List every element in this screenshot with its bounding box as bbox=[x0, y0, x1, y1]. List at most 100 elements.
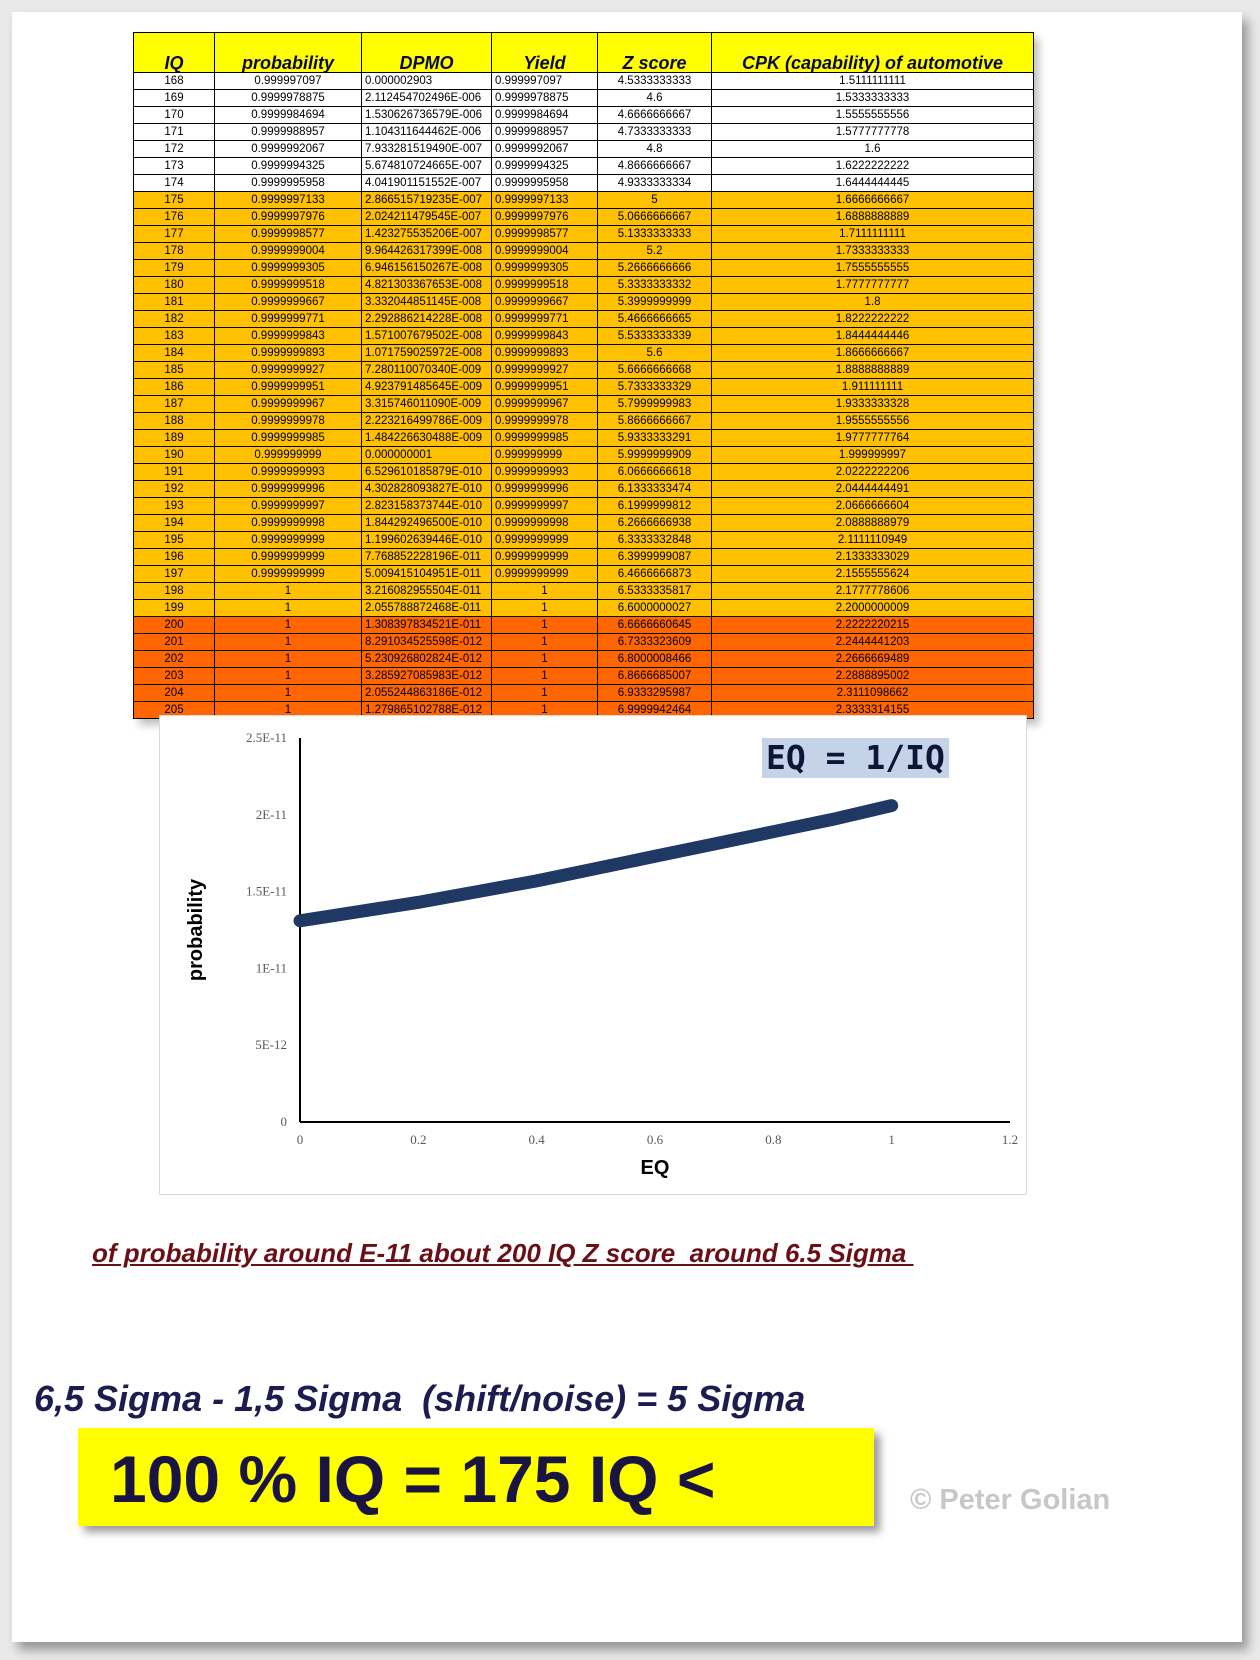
x-tick-label: 1.2 bbox=[1002, 1132, 1018, 1147]
cell-iq: 176 bbox=[133, 208, 215, 226]
cell-dpmo: 1.484226630488E-009 bbox=[361, 429, 492, 447]
cell-dpmo: 4.923791485645E-009 bbox=[361, 378, 492, 396]
cell-z-score: 5 bbox=[597, 191, 712, 209]
cell-dpmo: 7.280110070340E-009 bbox=[361, 361, 492, 379]
cell-cpk: 2.1777778606 bbox=[711, 582, 1034, 600]
cell-dpmo: 0.000000001 bbox=[361, 446, 492, 464]
table-row: 181 0.9999999667 3.332044851145E-008 0.9999… bbox=[133, 293, 1034, 311]
table-row: 200 1 1.308397834521E-011 1 6.6666660645 2.22… bbox=[133, 616, 1034, 634]
table-row: 204 1 2.055244863186E-012 1 6.9333295987 2.31… bbox=[133, 684, 1034, 702]
cell-cpk: 1.999999997 bbox=[711, 446, 1034, 464]
cell-yield: 0.9999999305 bbox=[491, 259, 598, 277]
table-row: 182 0.9999999771 2.292886214228E-008 0.9999… bbox=[133, 310, 1034, 328]
cell-cpk: 2.0222222206 bbox=[711, 463, 1034, 481]
cell-probability: 0.9999999985 bbox=[214, 429, 362, 447]
cell-dpmo: 1.571007679502E-008 bbox=[361, 327, 492, 345]
cell-z-score: 6.2666666938 bbox=[597, 514, 712, 532]
cell-dpmo: 4.302828093827E-010 bbox=[361, 480, 492, 498]
table-row: 198 1 3.216082955504E-011 1 6.5333335817 2.17… bbox=[133, 582, 1034, 600]
cell-iq: 168 bbox=[133, 72, 215, 90]
cell-z-score: 4.7333333333 bbox=[597, 123, 712, 141]
cell-cpk: 2.1333333029 bbox=[711, 548, 1034, 566]
cell-z-score: 6.8666685007 bbox=[597, 667, 712, 685]
cell-yield: 0.9999999999 bbox=[491, 531, 598, 549]
cell-yield: 0.9999992067 bbox=[491, 140, 598, 158]
cell-iq: 192 bbox=[133, 480, 215, 498]
cell-z-score: 6.3999999087 bbox=[597, 548, 712, 566]
cell-z-score: 5.1333333333 bbox=[597, 225, 712, 243]
cell-probability: 1 bbox=[214, 650, 362, 668]
cell-iq: 183 bbox=[133, 327, 215, 345]
cell-z-score: 6.9999942464 bbox=[597, 701, 712, 719]
cell-iq: 203 bbox=[133, 667, 215, 685]
cell-cpk: 1.8666666667 bbox=[711, 344, 1034, 362]
table-row: 197 0.9999999999 5.009415104951E-011 0.9999… bbox=[133, 565, 1034, 583]
data-table-container: IQ probability DPMO Yield Z score CPK (c… bbox=[133, 32, 1034, 719]
cell-z-score: 6.8000008466 bbox=[597, 650, 712, 668]
cell-cpk: 1.5333333333 bbox=[711, 89, 1034, 107]
x-tick-label: 0.4 bbox=[529, 1132, 546, 1147]
cell-cpk: 2.0888888979 bbox=[711, 514, 1034, 532]
cell-dpmo: 2.024211479545E-007 bbox=[361, 208, 492, 226]
cell-dpmo: 7.768852228196E-011 bbox=[361, 548, 492, 566]
cell-yield: 0.9999999518 bbox=[491, 276, 598, 294]
cell-iq: 204 bbox=[133, 684, 215, 702]
cell-cpk: 1.911111111 bbox=[711, 378, 1034, 396]
cell-probability: 0.9999999927 bbox=[214, 361, 362, 379]
cell-z-score: 4.8666666667 bbox=[597, 157, 712, 175]
cell-yield: 0.9999997976 bbox=[491, 208, 598, 226]
cell-cpk: 1.8444444446 bbox=[711, 327, 1034, 345]
table-header-row: IQ probability DPMO Yield Z score CPK (c… bbox=[133, 32, 1034, 73]
y-tick-label: 0 bbox=[281, 1114, 288, 1129]
cell-yield: 0.999997097 bbox=[491, 72, 598, 90]
cell-dpmo: 5.674810724665E-007 bbox=[361, 157, 492, 175]
chart-panel: 0 5E-12 1E-11 1.5E-11 2E-11 2.5E-11 0 0.2 0.4 0.6… bbox=[159, 715, 1027, 1195]
cell-cpk: 1.7333333333 bbox=[711, 242, 1034, 260]
cell-probability: 0.9999999305 bbox=[214, 259, 362, 277]
cell-probability: 0.9999994325 bbox=[214, 157, 362, 175]
cell-dpmo: 1.530626736579E-006 bbox=[361, 106, 492, 124]
cell-z-score: 6.0666666618 bbox=[597, 463, 712, 481]
cell-z-score: 6.4666666873 bbox=[597, 565, 712, 583]
cell-z-score: 5.3333333332 bbox=[597, 276, 712, 294]
cell-yield: 0.9999998577 bbox=[491, 225, 598, 243]
cell-cpk: 1.9333333328 bbox=[711, 395, 1034, 413]
cell-probability: 0.9999999993 bbox=[214, 463, 362, 481]
cell-cpk: 1.8222222222 bbox=[711, 310, 1034, 328]
chart-annotation: EQ = 1/IQ bbox=[762, 738, 949, 778]
cell-dpmo: 2.223216499786E-009 bbox=[361, 412, 492, 430]
line-chart: 0 5E-12 1E-11 1.5E-11 2E-11 2.5E-11 0 0.2 0.4 0.6… bbox=[185, 730, 1018, 1179]
cell-iq: 197 bbox=[133, 565, 215, 583]
cell-z-score: 4.5333333333 bbox=[597, 72, 712, 90]
column-header-cpk: CPK (capability) of automotive bbox=[711, 32, 1034, 73]
table-row: 173 0.9999994325 5.674810724665E-007 0.9999… bbox=[133, 157, 1034, 175]
big-statement: 100 % IQ = 175 IQ < bbox=[110, 1442, 716, 1516]
y-tick-label: 5E-12 bbox=[255, 1037, 287, 1052]
cell-yield: 1 bbox=[491, 582, 598, 600]
cell-probability: 0.9999995958 bbox=[214, 174, 362, 192]
cell-iq: 187 bbox=[133, 395, 215, 413]
cell-probability: 0.9999999951 bbox=[214, 378, 362, 396]
cell-yield: 0.9999995958 bbox=[491, 174, 598, 192]
cell-yield: 0.9999988957 bbox=[491, 123, 598, 141]
cell-z-score: 4.9333333334 bbox=[597, 174, 712, 192]
table-row: 203 1 3.285927085983E-012 1 6.8666685007 2.28… bbox=[133, 667, 1034, 685]
cell-yield: 0.9999999978 bbox=[491, 412, 598, 430]
cell-iq: 200 bbox=[133, 616, 215, 634]
cell-cpk: 1.5777777778 bbox=[711, 123, 1034, 141]
table-row: 174 0.9999995958 4.041901151552E-007 0.9999… bbox=[133, 174, 1034, 192]
cell-yield: 0.9999999999 bbox=[491, 548, 598, 566]
cell-yield: 1 bbox=[491, 650, 598, 668]
cell-yield: 0.9999999004 bbox=[491, 242, 598, 260]
cell-yield: 0.9999978875 bbox=[491, 89, 598, 107]
cell-iq: 201 bbox=[133, 633, 215, 651]
cell-iq: 188 bbox=[133, 412, 215, 430]
column-header-z-score: Z score bbox=[597, 32, 712, 73]
cell-iq: 170 bbox=[133, 106, 215, 124]
cell-yield: 0.9999999997 bbox=[491, 497, 598, 515]
cell-cpk: 1.5555555556 bbox=[711, 106, 1034, 124]
table-row: 189 0.9999999985 1.484226630488E-009 0.9999… bbox=[133, 429, 1034, 447]
x-axis-title: EQ bbox=[641, 1157, 670, 1179]
table-row: 202 1 5.230926802824E-012 1 6.8000008466 2.26… bbox=[133, 650, 1034, 668]
cell-z-score: 5.6 bbox=[597, 344, 712, 362]
